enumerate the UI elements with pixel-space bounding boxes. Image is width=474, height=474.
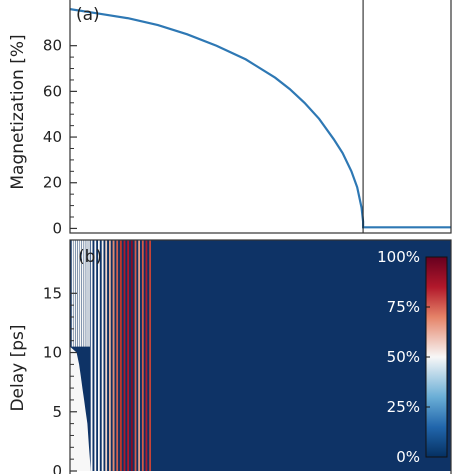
magnetization-curve: [70, 8, 451, 229]
delay-heatmap-panel: 0 5 10 15 (b) Delay [ps] 100% 75% 50% 25% 0%: [8, 239, 452, 474]
heatmap-white-region: [70, 346, 91, 471]
heatmap-fine-stripe: [86, 240, 88, 347]
heatmap-stripe: [110, 240, 113, 471]
y-tick-label: 80: [43, 37, 62, 55]
heatmap-stripe: [127, 240, 130, 471]
heatmap-stripe: [103, 240, 106, 471]
heatmap-stripe: [118, 240, 121, 471]
y-tick-label: 60: [43, 82, 62, 100]
heatmap-stripe: [107, 240, 110, 471]
heatmap-fine-stripe: [84, 240, 86, 347]
heatmap-stripe: [143, 240, 146, 471]
heatmap-stripe: [123, 240, 126, 471]
heatmap-stripe: [147, 240, 150, 471]
heatmap-stripe: [121, 240, 124, 471]
heatmap-plot-frame: [69, 239, 452, 474]
panel-a-label: (a): [76, 5, 100, 25]
magnetization-panel: 0 20 40 60 80 (a) Magnetization [%]: [8, 0, 452, 237]
colorbar-tick-label: 25%: [387, 398, 420, 416]
y-tick-label: 0: [52, 462, 62, 474]
heatmap-stripe: [98, 240, 101, 471]
heatmap-stripe: [112, 240, 115, 471]
heatmap-stripe: [149, 240, 152, 471]
magnetization-plot-frame: [69, 0, 452, 234]
heatmap-stripe: [114, 240, 117, 471]
heatmap-stripe: [101, 240, 104, 471]
y-tick-label: 5: [52, 403, 62, 421]
heatmap-stripe: [116, 240, 119, 471]
heatmap-stripe: [151, 240, 154, 471]
panel-b-label: (b): [78, 247, 102, 267]
heatmap-stripe: [130, 240, 133, 471]
heatmap-stripe: [129, 240, 132, 471]
heatmap-stripe: [141, 240, 144, 471]
heatmap-stripe: [105, 240, 108, 471]
heatmap-stripe: [138, 240, 141, 471]
magnetization-axis-title: Magnetization [%]: [8, 34, 28, 189]
heatmap-stripe: [136, 240, 139, 471]
heatmap-stripe: [132, 240, 135, 471]
heatmap-stripe: [109, 240, 112, 471]
y-tick-label: 20: [43, 174, 62, 192]
colorbar-tick-label: 50%: [387, 348, 420, 366]
y-tick-label: 10: [43, 344, 62, 362]
heatmap-fine-stripe: [82, 240, 84, 347]
heatmap-fine-stripe: [77, 240, 80, 347]
heatmap-stripe: [140, 240, 143, 471]
colorbar-tick-label: 0%: [396, 448, 420, 466]
heatmap-stripe: [90, 240, 93, 471]
delay-axis-title: Delay [ps]: [8, 324, 28, 411]
heatmap-stripe: [96, 240, 99, 471]
colorbar-tick-label: 100%: [377, 248, 420, 266]
heatmap-stripe: [145, 240, 148, 471]
y-tick-label: 0: [52, 219, 62, 237]
heatmap-stripe: [125, 240, 128, 471]
heatmap-fine-stripe: [88, 240, 90, 347]
heatmap-fine-stripe: [79, 240, 82, 347]
heatmap-stripe: [92, 240, 95, 471]
y-tick-label: 40: [43, 128, 62, 146]
heatmap-stripe: [119, 240, 122, 471]
y-tick-label: 15: [43, 284, 62, 302]
heatmap-stripe: [99, 240, 102, 471]
heatmap-stripe: [94, 240, 97, 471]
heatmap-stripe: [134, 240, 137, 471]
colorbar-tick-label: 75%: [387, 298, 420, 316]
